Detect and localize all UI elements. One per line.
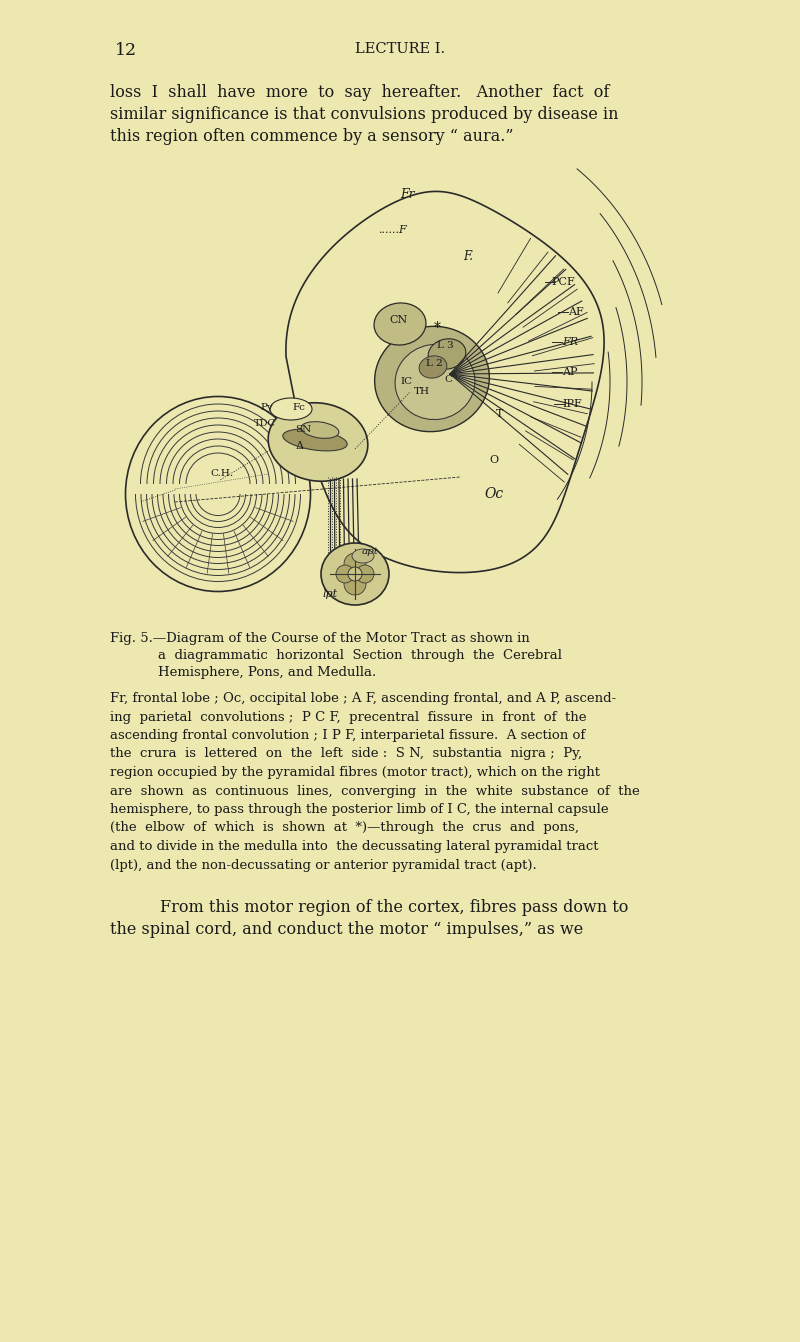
Text: are  shown  as  continuous  lines,  converging  in  the  white  substance  of  t: are shown as continuous lines, convergin…: [110, 785, 640, 797]
Text: Fc: Fc: [292, 403, 305, 412]
Text: this region often commence by a sensory “ aura.”: this region often commence by a sensory …: [110, 127, 514, 145]
Ellipse shape: [374, 326, 490, 432]
Text: *: *: [434, 321, 441, 336]
Ellipse shape: [321, 544, 389, 605]
Text: ascending frontal convolution ; I P F, interparietal fissure.  A section of: ascending frontal convolution ; I P F, i…: [110, 729, 586, 742]
Text: IPF: IPF: [562, 399, 582, 409]
Ellipse shape: [374, 303, 426, 345]
Text: and to divide in the medulla into  the decussating lateral pyramidal tract: and to divide in the medulla into the de…: [110, 840, 598, 854]
Text: ......F: ......F: [378, 225, 406, 235]
Text: Fr, frontal lobe ; Oc, occipital lobe ; A F, ascending frontal, and A P, ascend-: Fr, frontal lobe ; Oc, occipital lobe ; …: [110, 692, 616, 705]
Circle shape: [344, 553, 366, 574]
Polygon shape: [286, 192, 604, 573]
Text: C.H.: C.H.: [210, 470, 234, 479]
Text: (lpt), and the non-decussating or anterior pyramidal tract (apt).: (lpt), and the non-decussating or anteri…: [110, 859, 537, 871]
Text: F.: F.: [463, 251, 473, 263]
Text: apt: apt: [362, 548, 378, 557]
Text: similar significance is that convulsions produced by disease in: similar significance is that convulsions…: [110, 106, 618, 123]
Text: FR: FR: [562, 337, 578, 348]
Ellipse shape: [419, 356, 447, 378]
Ellipse shape: [270, 399, 312, 420]
Ellipse shape: [352, 549, 374, 564]
Text: the spinal cord, and conduct the motor “ impulses,” as we: the spinal cord, and conduct the motor “…: [110, 921, 583, 938]
Text: Δ: Δ: [296, 442, 304, 451]
Text: (the  elbow  of  which  is  shown  at  *)—through  the  crus  and  pons,: (the elbow of which is shown at *)—throu…: [110, 821, 579, 835]
Text: Hemisphere, Pons, and Medulla.: Hemisphere, Pons, and Medulla.: [158, 666, 376, 679]
Circle shape: [336, 565, 354, 582]
Text: AF: AF: [568, 307, 584, 317]
Text: LECTURE I.: LECTURE I.: [355, 42, 445, 56]
Text: a  diagrammatic  horizontal  Section  through  the  Cerebral: a diagrammatic horizontal Section throug…: [158, 650, 562, 662]
Text: Fig. 5.—Diagram of the Course of the Motor Tract as shown in: Fig. 5.—Diagram of the Course of the Mot…: [110, 632, 530, 646]
Text: TDC: TDC: [254, 420, 276, 428]
Text: T: T: [496, 409, 504, 419]
Circle shape: [344, 573, 366, 595]
Text: Py: Py: [260, 403, 273, 412]
Text: Oc: Oc: [485, 487, 503, 501]
Text: CN: CN: [389, 315, 407, 325]
Ellipse shape: [301, 421, 339, 439]
Text: lpt: lpt: [322, 589, 338, 599]
Ellipse shape: [395, 345, 475, 420]
Ellipse shape: [428, 338, 466, 369]
Circle shape: [348, 568, 362, 581]
Text: C: C: [444, 374, 452, 384]
Text: loss  I  shall  have  more  to  say  hereafter.   Another  fact  of: loss I shall have more to say hereafter.…: [110, 85, 610, 101]
Text: the  crura  is  lettered  on  the  left  side :  S N,  substantia  nigra ;  Py,: the crura is lettered on the left side :…: [110, 747, 582, 761]
Text: L 3: L 3: [437, 341, 454, 350]
Text: AP: AP: [562, 366, 578, 377]
Text: 12: 12: [115, 42, 137, 59]
Ellipse shape: [268, 403, 368, 482]
Text: hemisphere, to pass through the posterior limb of I C, the internal capsule: hemisphere, to pass through the posterio…: [110, 803, 609, 816]
Text: PCF: PCF: [551, 276, 575, 287]
Ellipse shape: [126, 396, 310, 592]
Ellipse shape: [282, 429, 347, 451]
Text: O: O: [490, 455, 498, 464]
Text: From this motor region of the cortex, fibres pass down to: From this motor region of the cortex, fi…: [160, 899, 628, 917]
Text: TH: TH: [414, 388, 430, 396]
Text: L 2: L 2: [426, 360, 442, 369]
Circle shape: [356, 565, 374, 582]
Text: SN: SN: [295, 425, 311, 435]
Text: IC: IC: [401, 377, 413, 386]
Text: ing  parietal  convolutions ;  P C F,  precentral  fissure  in  front  of  the: ing parietal convolutions ; P C F, prece…: [110, 710, 586, 723]
Text: Fr: Fr: [401, 188, 415, 200]
Text: region occupied by the pyramidal fibres (motor tract), which on the right: region occupied by the pyramidal fibres …: [110, 766, 600, 778]
